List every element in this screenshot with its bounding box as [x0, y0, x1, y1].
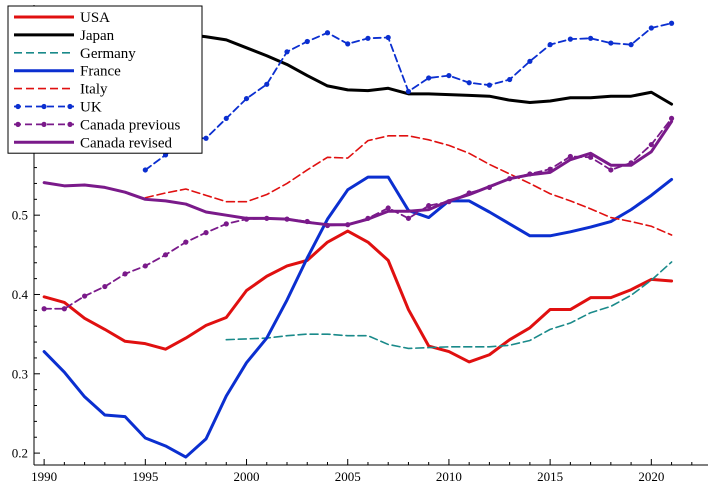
x-tick-label: 2010 — [436, 469, 462, 484]
legend-marker-uk — [15, 103, 21, 110]
data-point-uk — [547, 42, 553, 48]
legend-label-usa: USA — [80, 10, 110, 26]
x-tick-label: 2005 — [335, 469, 361, 484]
legend-label-canada-revised: Canada revised — [80, 135, 173, 151]
data-point-canada-previous — [102, 283, 108, 290]
y-tick-label: 0.5 — [12, 208, 28, 223]
legend-item-japan: Japan — [14, 28, 115, 44]
data-point-uk — [243, 95, 250, 102]
legend-item-canada-previous: Canada previous — [14, 117, 181, 133]
series-line-italy — [144, 135, 673, 236]
data-point-canada-previous — [162, 252, 169, 258]
data-point-uk — [365, 35, 371, 41]
data-point-uk — [223, 115, 229, 122]
series-line-canada-revised — [42, 120, 674, 227]
legend-label-italy: Italy — [80, 82, 108, 98]
data-point-uk — [668, 20, 675, 26]
data-point-uk — [385, 34, 391, 41]
data-point-uk — [608, 40, 614, 46]
data-point-uk — [405, 88, 412, 95]
series-italy — [144, 135, 673, 236]
series-uk — [142, 20, 675, 173]
legend-marker-canada-previous — [15, 121, 21, 127]
data-point-canada-previous — [648, 141, 654, 148]
series-line-japan — [123, 12, 674, 106]
legend-item-usa: USA — [14, 10, 110, 26]
data-point-uk — [284, 49, 290, 55]
data-point-uk — [426, 75, 432, 81]
series-layer — [41, 12, 675, 459]
series-line-france — [42, 175, 674, 459]
data-point-canada-previous — [668, 115, 675, 122]
legend-marker-uk — [67, 103, 73, 110]
series-usa — [42, 229, 674, 364]
data-point-uk — [588, 35, 594, 41]
y-tick-label: 0.3 — [12, 366, 28, 381]
data-point-canada-previous — [223, 221, 229, 227]
data-point-uk — [567, 36, 573, 42]
data-point-uk — [264, 81, 270, 87]
x-tick-label: 2000 — [234, 469, 260, 484]
legend-label-canada-previous: Canada previous — [80, 117, 181, 133]
data-point-canada-previous — [41, 306, 47, 312]
data-point-uk — [527, 58, 533, 64]
data-point-canada-previous — [588, 154, 594, 160]
legend-label-france: France — [80, 64, 121, 80]
data-point-canada-previous — [608, 167, 614, 173]
legend-label-germany: Germany — [80, 46, 136, 62]
data-point-uk — [507, 76, 513, 83]
series-line-germany — [225, 261, 673, 350]
legend-item-france: France — [14, 64, 121, 80]
x-tick-label: 1990 — [31, 469, 57, 484]
y-tick-label: 0.4 — [12, 287, 29, 302]
data-point-canada-previous — [142, 263, 148, 269]
data-point-uk — [142, 167, 148, 173]
legend-marker-uk — [41, 103, 47, 110]
data-point-canada-previous — [183, 239, 189, 245]
legend-item-canada-revised: Canada revised — [14, 135, 173, 151]
data-point-canada-previous — [61, 306, 67, 312]
x-tick-label: 2020 — [638, 469, 664, 484]
x-tick-label: 1995 — [132, 469, 158, 484]
x-tick-label: 2015 — [537, 469, 563, 484]
legend-marker-canada-previous — [67, 121, 73, 127]
series-japan — [123, 12, 674, 106]
series-france — [42, 175, 674, 459]
data-point-canada-previous — [82, 293, 88, 299]
legend-label-uk: UK — [80, 100, 102, 116]
data-point-uk — [648, 25, 654, 31]
data-point-canada-previous — [405, 215, 412, 221]
data-point-uk — [203, 135, 209, 141]
data-point-uk — [486, 82, 493, 88]
legend-marker-canada-previous — [41, 121, 47, 127]
data-point-uk — [304, 38, 310, 45]
data-point-uk — [345, 41, 351, 47]
legend-box — [7, 5, 203, 154]
data-point-canada-previous — [385, 205, 391, 211]
legend-item-germany: Germany — [14, 46, 136, 62]
series-canada-revised — [42, 120, 674, 227]
y-tick-label: 0.2 — [12, 446, 28, 461]
data-point-uk — [628, 42, 634, 48]
legend-label-japan: Japan — [80, 28, 115, 44]
data-point-canada-previous — [203, 230, 209, 236]
series-line-usa — [42, 229, 674, 364]
data-point-canada-previous — [426, 203, 432, 209]
legend-item-uk: UK — [14, 100, 102, 116]
data-point-uk — [466, 80, 472, 86]
data-point-uk — [324, 30, 331, 36]
series-germany — [225, 261, 673, 350]
data-point-canada-previous — [122, 271, 128, 277]
data-point-uk — [446, 72, 452, 79]
legend-item-italy: Italy — [14, 82, 108, 98]
